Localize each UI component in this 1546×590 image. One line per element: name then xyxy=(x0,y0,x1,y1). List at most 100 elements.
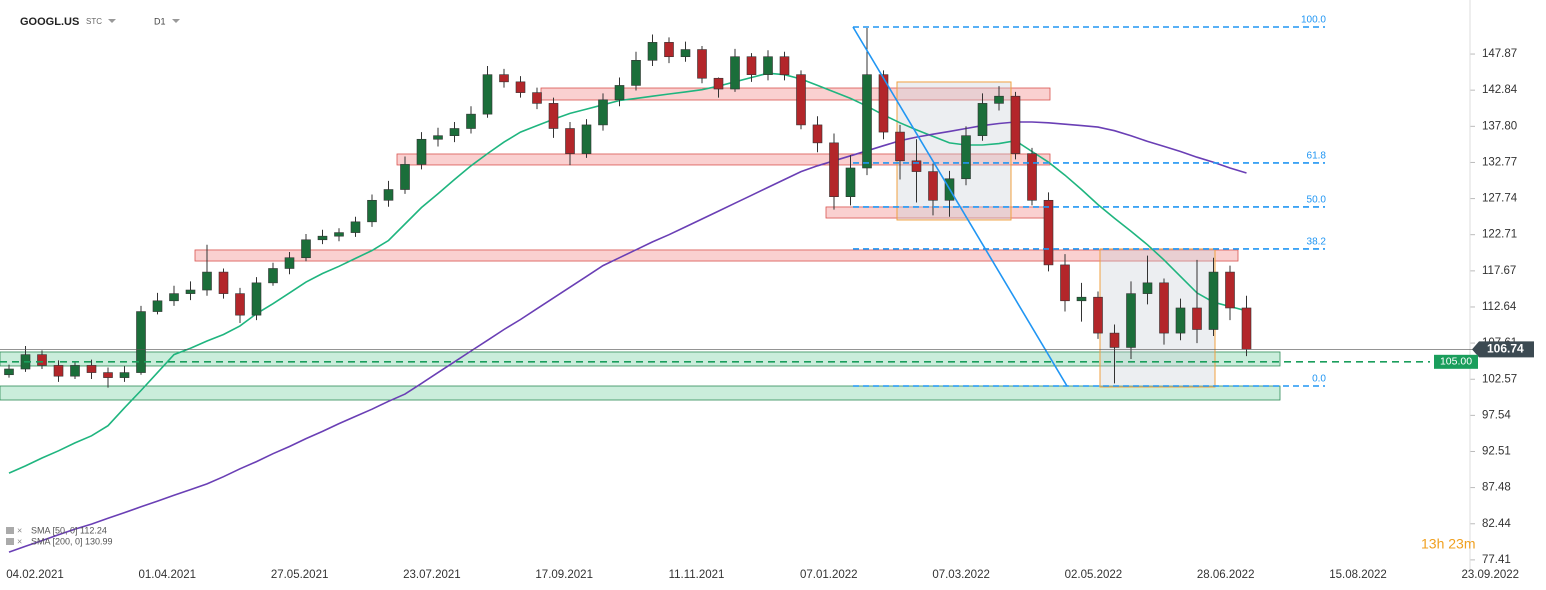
account-type[interactable]: STC xyxy=(86,17,102,26)
candle-body xyxy=(1175,307,1186,334)
zone xyxy=(0,385,1281,401)
candle-body xyxy=(70,365,80,377)
candle-body xyxy=(746,56,757,75)
candle-body xyxy=(581,124,592,154)
candle-body xyxy=(185,289,196,294)
candle-body xyxy=(680,49,691,58)
zone xyxy=(0,351,1281,367)
candle-body xyxy=(268,268,278,284)
candle-body xyxy=(86,365,97,373)
candle-body xyxy=(829,142,839,198)
candle-body xyxy=(367,199,377,223)
candle-body xyxy=(383,189,394,201)
candle-body xyxy=(697,49,707,79)
y-tick-label: 122.71 xyxy=(1482,229,1517,241)
alert-label: 105.00 xyxy=(1440,356,1472,368)
candle-body xyxy=(284,257,295,269)
candle-body xyxy=(499,74,509,83)
candle-body xyxy=(895,131,905,162)
candle-body xyxy=(713,77,724,90)
candle-body xyxy=(515,81,526,93)
candle-body xyxy=(482,74,493,115)
candle-body xyxy=(812,124,823,144)
candle-body xyxy=(1093,296,1103,334)
instrument[interactable]: GOOGL.US xyxy=(20,16,79,28)
x-tick-label: 04.02.2021 xyxy=(6,569,64,581)
candle-body xyxy=(911,160,922,172)
x-tick-label: 07.01.2022 xyxy=(800,569,858,581)
dropdown-arrow[interactable] xyxy=(108,19,116,23)
candle-body xyxy=(1208,271,1219,330)
candle-body xyxy=(878,74,889,133)
sma-line xyxy=(8,121,1247,553)
candle-body xyxy=(664,42,674,58)
x-tick-label: 23.09.2022 xyxy=(1462,569,1520,581)
candle-body xyxy=(1241,307,1252,350)
y-tick-label: 142.84 xyxy=(1482,84,1518,96)
candle-body xyxy=(119,372,130,378)
y-tick-label: 97.54 xyxy=(1482,409,1511,421)
y-tick-label: 137.80 xyxy=(1482,120,1517,132)
interval[interactable]: D1 xyxy=(154,16,166,26)
candle-body xyxy=(53,365,64,377)
zone xyxy=(396,153,1051,166)
candle-body xyxy=(730,56,740,90)
candle-body xyxy=(779,56,790,75)
candle-body xyxy=(152,300,163,312)
candle-body xyxy=(796,74,806,126)
fib-label: 50.0 xyxy=(1307,195,1327,206)
candle-body xyxy=(433,135,443,140)
last-price-label: 106.74 xyxy=(1487,341,1524,355)
legend-entry: SMA [50, 0] 112.24 xyxy=(31,525,107,535)
candle-body xyxy=(350,221,361,233)
x-tick-label: 17.09.2021 xyxy=(535,569,593,581)
x-tick-label: 27.05.2021 xyxy=(271,569,329,581)
x-tick-label: 07.03.2022 xyxy=(932,569,990,581)
candle-body xyxy=(37,354,47,366)
trendline xyxy=(852,26,1068,387)
candle-body xyxy=(614,85,625,101)
candle-body xyxy=(466,113,476,129)
candle-body xyxy=(647,42,658,61)
timer: 13h 23m xyxy=(1421,536,1475,552)
y-tick-label: 82.44 xyxy=(1482,518,1511,530)
candle-body xyxy=(1010,95,1021,154)
candle-body xyxy=(136,311,146,373)
x-tick-label: 15.08.2022 xyxy=(1329,569,1387,581)
candle-body xyxy=(977,103,988,136)
x-tick-label: 23.07.2021 xyxy=(403,569,461,581)
y-tick-label: 102.57 xyxy=(1482,373,1517,385)
candle-body xyxy=(235,293,245,316)
candle-body xyxy=(1192,307,1202,330)
alert-box xyxy=(1434,354,1478,369)
candle-body xyxy=(961,135,971,180)
candle-body xyxy=(1159,282,1169,334)
candle-body xyxy=(1225,271,1235,309)
candle-body xyxy=(218,271,229,294)
x-tick-label: 11.11.2021 xyxy=(669,569,725,581)
candle-body xyxy=(631,60,641,86)
candle-body xyxy=(1060,264,1070,302)
legend-icon xyxy=(6,538,14,545)
fib-label: 61.8 xyxy=(1307,151,1327,162)
candle-body xyxy=(1126,293,1136,348)
candle-body xyxy=(1109,332,1120,348)
y-tick-label: 87.48 xyxy=(1482,482,1511,494)
candle-body xyxy=(994,95,1004,104)
last-price-box xyxy=(1472,341,1534,358)
fib-label: 38.2 xyxy=(1307,237,1327,248)
candle-body xyxy=(169,293,179,302)
plot-layer: 147.87 142.84 137.80 132.77 127.74 122.71 117.… xyxy=(0,0,1534,581)
candle-body xyxy=(400,164,410,190)
y-tick-label: 147.87 xyxy=(1482,48,1517,60)
y-tick-label: 77.41 xyxy=(1482,554,1511,566)
dropdown-arrow[interactable] xyxy=(172,19,180,23)
candle-body xyxy=(928,171,938,201)
candle-body xyxy=(317,235,328,241)
zone xyxy=(194,249,1239,262)
x-tick-label: 02.05.2022 xyxy=(1065,569,1123,581)
y-tick-label: 112.64 xyxy=(1482,301,1517,313)
candle-body xyxy=(251,282,262,316)
y-tick-label: 132.77 xyxy=(1482,156,1517,168)
